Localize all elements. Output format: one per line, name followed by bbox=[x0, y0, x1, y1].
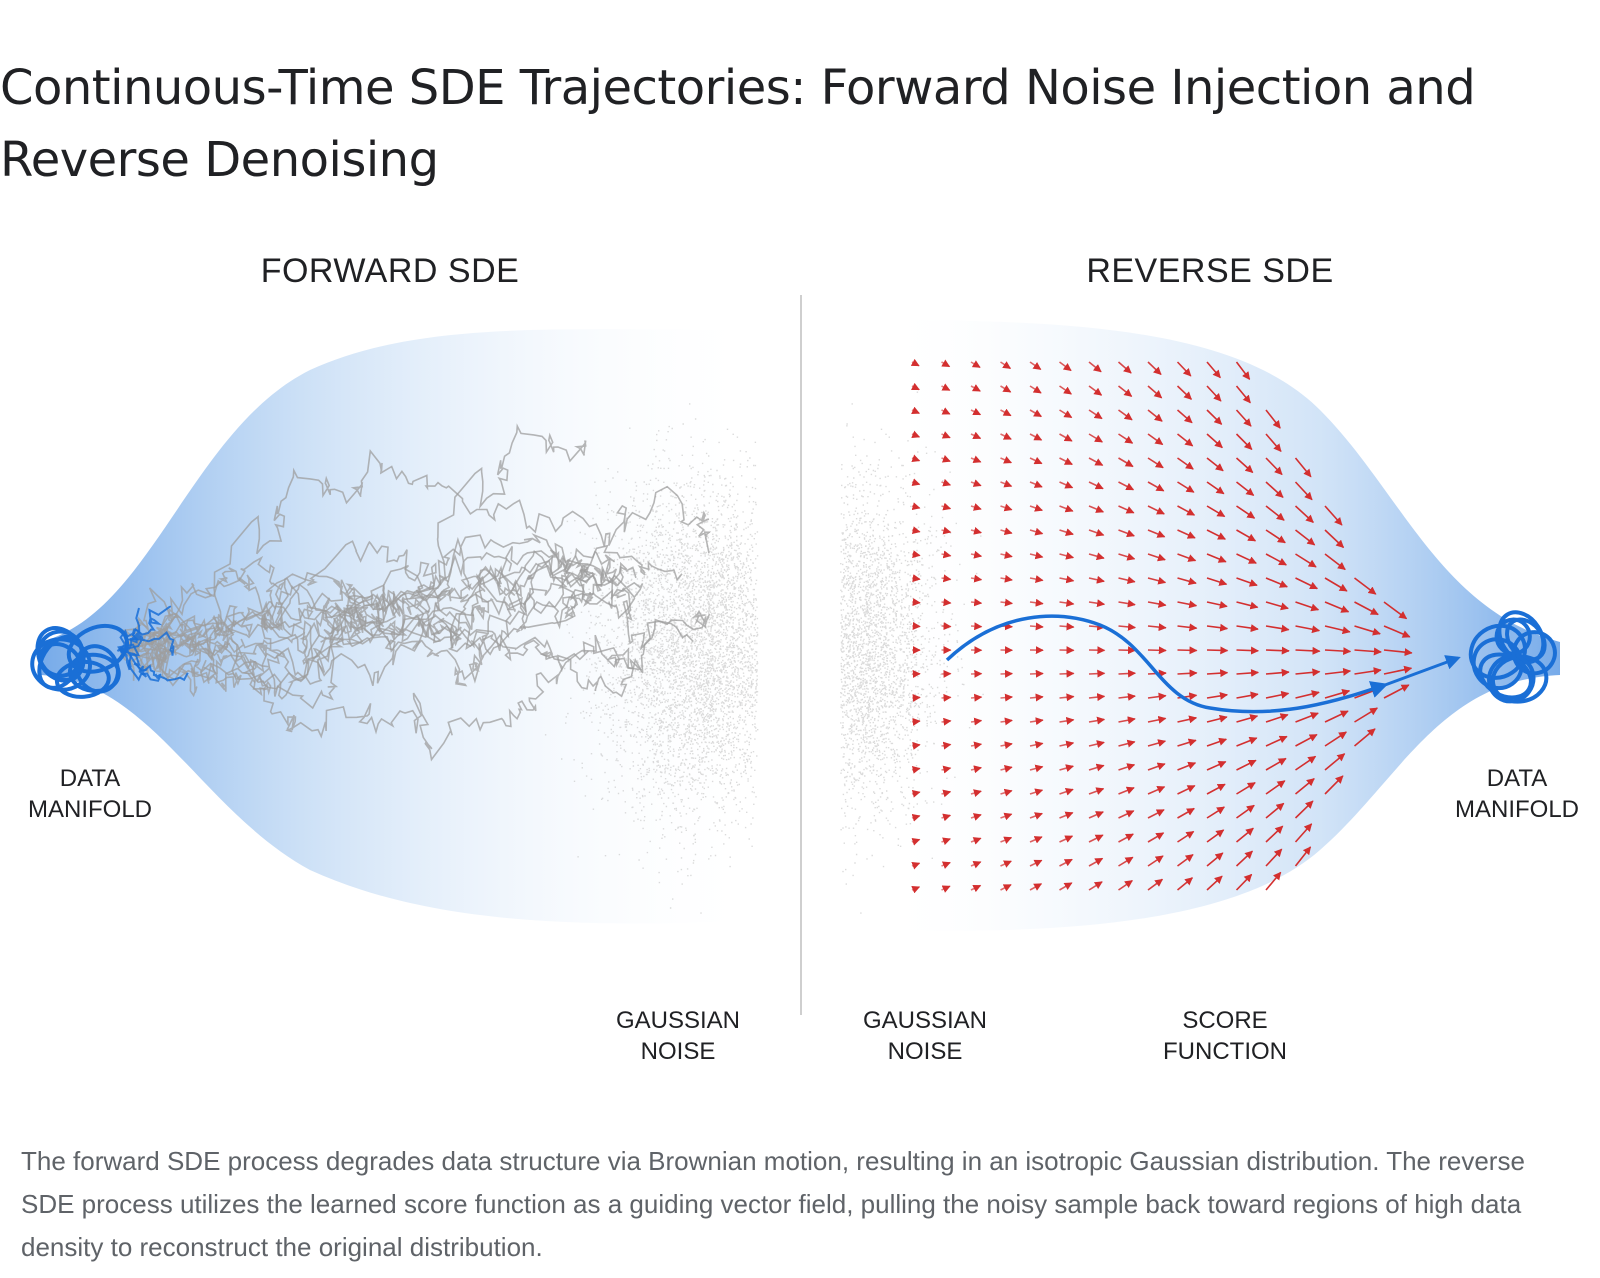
reverse-gaussian-noise-label: GAUSSIAN NOISE bbox=[862, 1007, 988, 1065]
reverse-trajectory-pointer bbox=[1384, 655, 1461, 687]
sde-figure: FORWARD SDE REVERSE SDE DATA MANIFOLD GAU… bbox=[0, 230, 1600, 1110]
forward-sde-heading: FORWARD SDE bbox=[260, 252, 520, 290]
figure-caption: The forward SDE process degrades data st… bbox=[21, 1146, 1525, 1262]
forward-data-manifold-blob bbox=[30, 623, 130, 699]
reverse-data-manifold-blob bbox=[1468, 610, 1557, 704]
reverse-density-funnel bbox=[880, 320, 1560, 931]
reverse-data-manifold-label: DATA MANIFOLD bbox=[1454, 765, 1579, 823]
reverse-sde-heading: REVERSE SDE bbox=[1086, 252, 1334, 290]
score-function-label: SCORE FUNCTION bbox=[1163, 1007, 1287, 1065]
forward-brownian-trajectories bbox=[116, 423, 712, 762]
reverse-sample-trajectory bbox=[945, 614, 1389, 714]
forward-gaussian-noise-label: GAUSSIAN NOISE bbox=[615, 1007, 741, 1065]
page-title: Continuous-Time SDE Trajectories: Forwar… bbox=[0, 60, 1476, 188]
forward-density-funnel bbox=[40, 329, 760, 924]
sde-diagram bbox=[30, 295, 1560, 1015]
forward-data-manifold-label: DATA MANIFOLD bbox=[27, 765, 152, 823]
forward-gaussian-noise-cloud bbox=[544, 403, 759, 914]
